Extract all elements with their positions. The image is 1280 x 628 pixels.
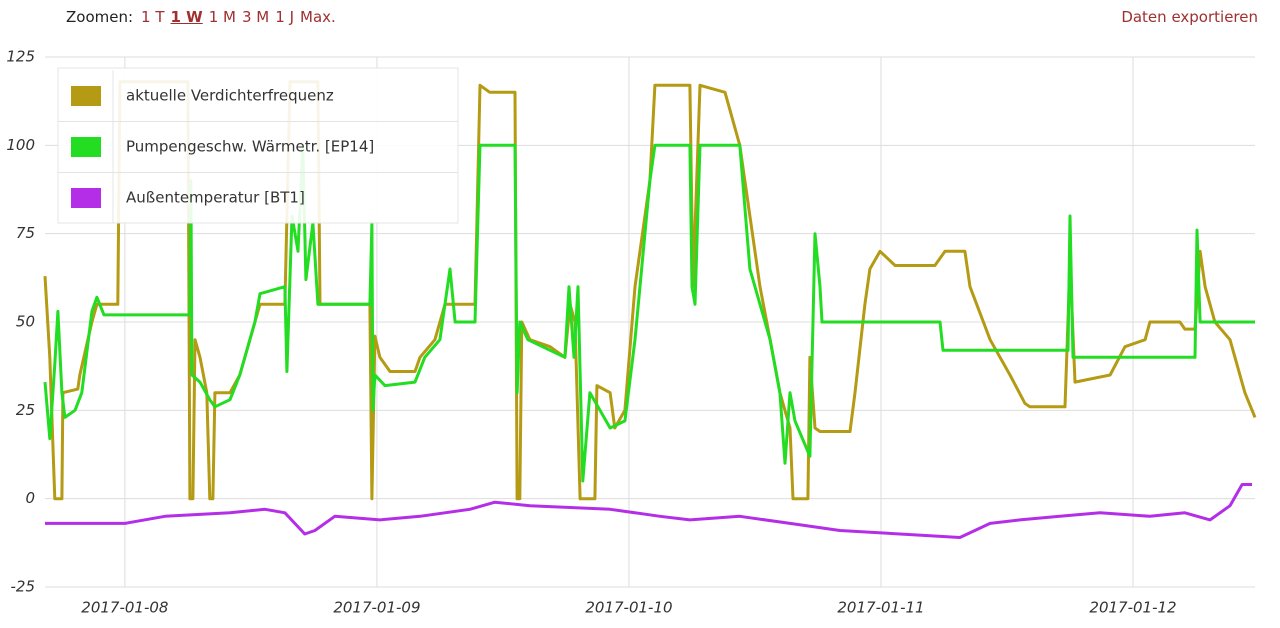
zoom-option[interactable]: Max. xyxy=(300,8,336,26)
zoom-option[interactable]: 1 M xyxy=(208,8,236,26)
y-tick-label: 75 xyxy=(16,224,35,242)
y-tick-label: 50 xyxy=(16,313,35,331)
zoom-bar: Zoomen: 1 T 1 W 1 M 3 M 1 J Max. xyxy=(66,8,336,26)
y-tick-label: -25 xyxy=(11,578,36,596)
legend-label: Außentemperatur [BT1] xyxy=(126,189,305,207)
legend-swatch xyxy=(71,86,101,106)
legend-box xyxy=(57,67,459,224)
x-tick-label: 2017-01-08 xyxy=(81,599,168,617)
legend-swatch xyxy=(71,188,101,208)
export-link[interactable]: Daten exportieren xyxy=(1121,8,1258,26)
y-tick-label: 100 xyxy=(6,136,35,154)
legend-swatch xyxy=(71,137,101,157)
zoom-option[interactable]: 1 W xyxy=(170,8,203,26)
zoom-option[interactable]: 1 T xyxy=(141,8,165,26)
series-line xyxy=(45,483,1252,539)
zoom-label: Zoomen: xyxy=(66,8,134,26)
series-line xyxy=(43,80,1257,501)
y-tick-label: 0 xyxy=(25,489,35,507)
series-line xyxy=(43,143,1255,483)
x-tick-label: 2017-01-10 xyxy=(585,599,672,617)
zoom-option[interactable]: 1 J xyxy=(275,8,295,26)
legend-label: Pumpengeschw. Wärmetr. [EP14] xyxy=(126,138,374,156)
y-tick-label: 25 xyxy=(16,401,35,419)
legend-label: aktuelle Verdichterfrequenz xyxy=(126,87,334,105)
x-tick-label: 2017-01-09 xyxy=(333,599,420,617)
y-tick-label: 125 xyxy=(6,48,35,66)
zoom-option[interactable]: 3 M xyxy=(242,8,270,26)
x-tick-label: 2017-01-11 xyxy=(837,599,924,617)
x-tick-label: 2017-01-12 xyxy=(1089,599,1176,617)
